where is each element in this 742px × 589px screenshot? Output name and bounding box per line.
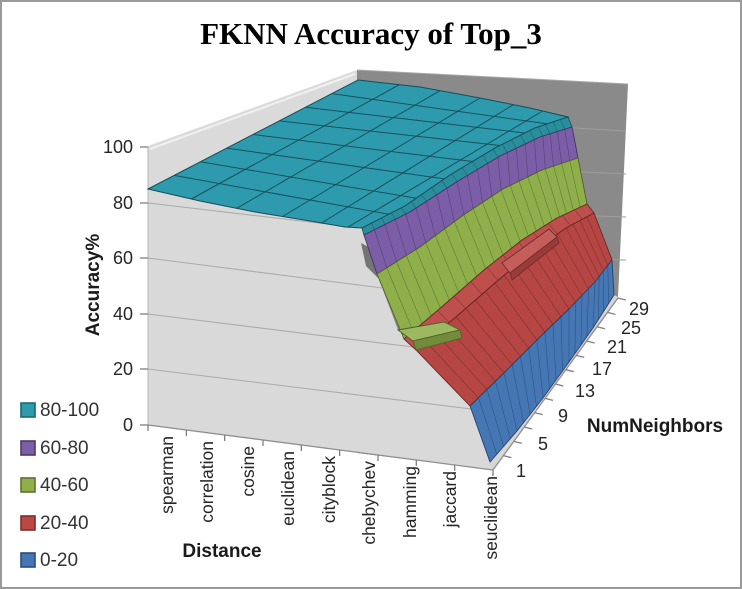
chart-axis-lines: [140, 146, 626, 476]
depth-tick: 5: [538, 434, 548, 454]
depth-tick: 9: [558, 406, 568, 426]
value-tick: 0: [123, 415, 133, 435]
legend-item: 60-80: [20, 438, 89, 459]
value-tick: 20: [113, 359, 133, 379]
category-tick: chebychev: [359, 461, 379, 545]
legend-item-label: 80-100: [40, 400, 99, 421]
legend-item-label: 60-80: [40, 438, 89, 459]
legend-item: 0-20: [20, 550, 78, 571]
legend-item-label: 20-40: [40, 513, 89, 534]
value-tick: 100: [103, 137, 133, 157]
value-tick: 40: [113, 304, 133, 324]
depth-tick: 17: [592, 359, 612, 379]
category-tick: jaccard: [440, 471, 460, 528]
legend: 80-100 60-80 40-60 20-40 0-20: [20, 400, 99, 571]
chart-title: FKNN Accuracy of Top_3: [200, 16, 542, 51]
category-tick: hamming: [400, 466, 420, 538]
legend-item: 80-100: [20, 400, 99, 421]
value-axis-labels: 100 80 60 40 20 0: [103, 137, 133, 435]
legend-item: 40-60: [20, 475, 89, 496]
legend-swatch: [20, 402, 36, 418]
category-tick: cosine: [238, 446, 258, 497]
legend-item-label: 0-20: [40, 550, 78, 571]
depth-axis-labels: 1 5 9 13 17 21 25 29: [516, 299, 649, 481]
category-axis-title: Distance: [182, 541, 261, 562]
depth-tick: 1: [516, 461, 526, 481]
legend-swatch: [20, 440, 36, 456]
legend-swatch: [20, 477, 36, 493]
legend-item: 20-40: [20, 513, 89, 534]
category-tick: seuclidean: [481, 476, 501, 560]
category-axis-labels: spearman correlation cosine euclidean ci…: [157, 436, 501, 560]
depth-axis-title: NumNeighbors: [587, 416, 723, 437]
depth-tick: 21: [607, 337, 627, 357]
legend-swatch: [20, 515, 36, 531]
legend-item-label: 40-60: [40, 475, 89, 496]
depth-tick: 13: [575, 381, 595, 401]
depth-tick: 25: [621, 318, 641, 338]
category-tick: euclidean: [278, 451, 298, 526]
legend-swatch: [20, 552, 36, 568]
category-tick: correlation: [197, 441, 217, 523]
depth-tick: 29: [629, 299, 649, 319]
category-tick: cityblock: [319, 456, 339, 523]
value-axis-title: Accuracy%: [83, 234, 104, 337]
value-tick: 80: [113, 193, 133, 213]
value-tick: 60: [113, 248, 133, 268]
surface-mesh: [146, 79, 615, 463]
category-tick: spearman: [157, 436, 177, 514]
